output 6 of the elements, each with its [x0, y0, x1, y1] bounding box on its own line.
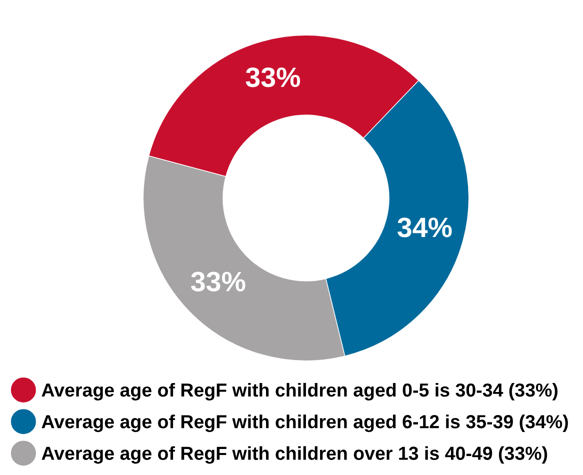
data-label: 33%: [246, 67, 300, 88]
legend-label: Average age of RegF with children aged 0-5 is 30-34 (33%): [42, 382, 558, 401]
data-label: 33%: [191, 272, 246, 292]
legend-label: Average age of RegF with children over 13 is 40-49 (33%): [42, 446, 548, 464]
data-label: 34%: [398, 218, 452, 238]
legend-label: Average age of RegF with children aged 6-12 is 35-39 (34%): [42, 414, 568, 432]
